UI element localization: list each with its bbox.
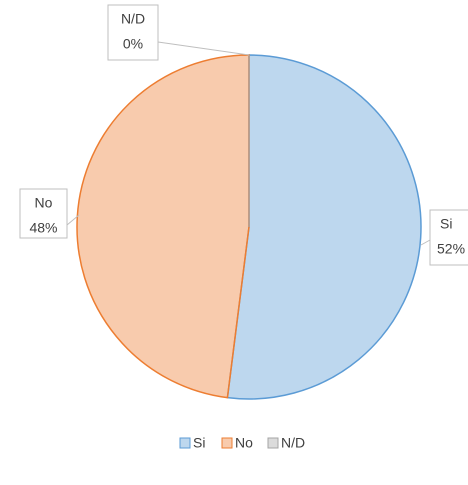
legend-label: N/D: [281, 435, 305, 451]
legend-label: No: [235, 435, 253, 451]
leader-line: [157, 41, 250, 56]
legend-swatch: [179, 437, 191, 449]
pie-slice: [76, 54, 250, 399]
label-box: [107, 4, 159, 61]
label-box: [429, 209, 468, 266]
data-label-category: N/D: [121, 11, 145, 27]
data-label: 0%: [123, 36, 143, 52]
pie-slice: [226, 54, 422, 400]
leader-line: [420, 239, 431, 246]
data-label-category: Si: [440, 216, 452, 232]
legend-swatch: [221, 437, 233, 449]
legend-swatch: [267, 437, 279, 449]
data-label-category: No: [35, 195, 53, 211]
label-box: [19, 188, 68, 239]
data-label: 52%: [437, 241, 465, 257]
leader-line: [66, 214, 80, 226]
legend-label: Si: [193, 435, 205, 451]
data-label: 48%: [29, 220, 57, 236]
